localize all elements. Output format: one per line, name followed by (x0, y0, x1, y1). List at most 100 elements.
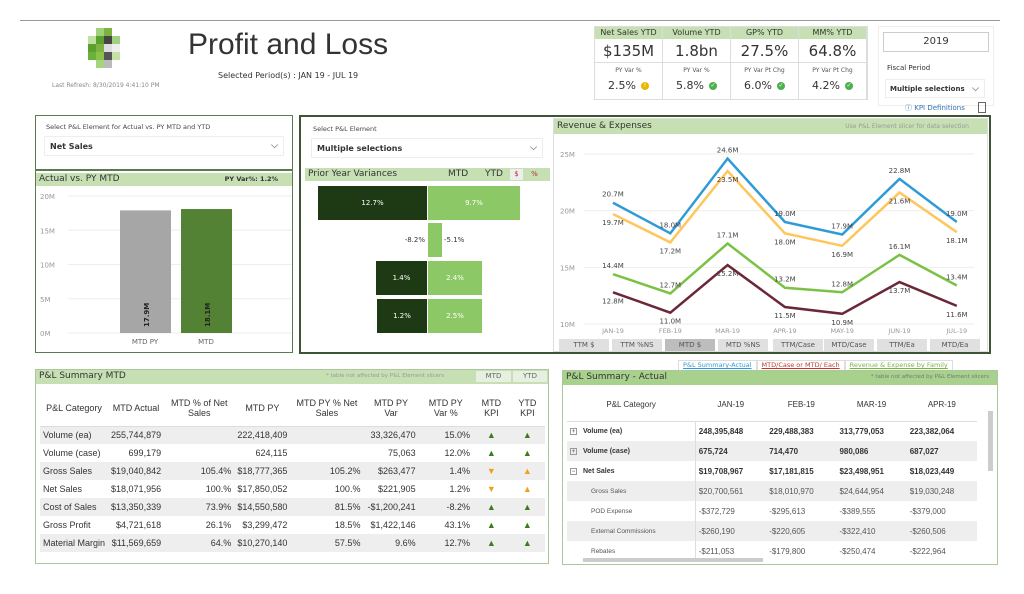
column-header[interactable]: MTD KPI (473, 390, 510, 427)
column-header[interactable]: YTD KPI (509, 390, 545, 427)
y-tick-label: 20M (560, 208, 575, 216)
table-cell: $18,023,449 (909, 466, 955, 476)
y-tick-label: 15M (40, 227, 55, 235)
fiscal-period-dropdown[interactable]: Multiple selections ⌵ (885, 79, 985, 98)
table-row: Gross Profit $4,721,618 26.1% $3,299,472 18.… (40, 516, 545, 534)
table-cell: 624,115 (255, 448, 288, 458)
vertical-scrollbar[interactable] (988, 411, 993, 471)
table-row: Volume (ea) 255,744,879 222,418,409 33,326,… (40, 426, 545, 444)
data-label: 21.6M (889, 198, 911, 206)
kpi-definitions-link[interactable]: ⓘ KPI Definitions (905, 103, 965, 113)
mtd-variance-bar: 12.7% (318, 186, 427, 220)
column-header[interactable]: MTD PY % Net Sales (290, 390, 364, 427)
column-header[interactable]: MTD PY Var % (418, 390, 473, 427)
fiscal-period-label: Fiscal Period (887, 64, 931, 72)
x-tick-label: FEB-19 (659, 327, 682, 335)
triangle-up-icon: ▲ (522, 520, 532, 530)
py-var-label: PY Var%: 1.2% (224, 175, 278, 183)
table-cell: $19,708,967 (698, 466, 744, 476)
measure-button[interactable]: MTD $ (665, 339, 715, 351)
expand-icon[interactable]: + (570, 427, 577, 435)
category-cell: − Net Sales (567, 461, 696, 481)
table-cell: 64.% (164, 534, 235, 552)
table-cell: $10,270,140 (234, 534, 291, 552)
column-header[interactable]: MTD % of Net Sales (164, 390, 235, 427)
measure-button[interactable]: MTD %NS (718, 339, 768, 351)
column-header[interactable]: P&L Category (567, 389, 696, 422)
y-tick-label: 10M (40, 262, 55, 270)
data-label: 18.0M (774, 238, 796, 246)
pl-summary-actual: P&L Summary - Actual * table not affecte… (562, 370, 998, 565)
pl-element-dropdown[interactable]: Net Sales ⌵ (44, 136, 284, 156)
table-cell: 73.9% (164, 498, 235, 516)
category-cell: Gross Sales (567, 481, 696, 501)
chevron-down-icon: ⌵ (972, 84, 979, 94)
table-cell: $11,569,659 (108, 534, 165, 552)
measure-button[interactable]: MTD/Ea (930, 339, 980, 351)
data-label: 12.7M (659, 281, 681, 289)
kpi-value: 1.8bn (663, 39, 730, 63)
logo-pixel (112, 36, 120, 44)
table-cell: 980,086 (836, 441, 907, 461)
dollar-toggle[interactable]: $ (510, 169, 523, 180)
measure-button[interactable]: TTM $ (559, 339, 609, 351)
column-header[interactable]: MTD Actual (108, 390, 165, 427)
table-cell: Cost of Sales (40, 498, 109, 516)
column-header[interactable]: JAN-19 (695, 389, 767, 422)
info-icon: ⓘ (905, 104, 915, 112)
tab-ytd[interactable]: YTD (513, 371, 547, 382)
data-label: 22.8M (889, 167, 911, 175)
table-cell: $17,850,052 (237, 484, 288, 494)
collapse-icon[interactable]: − (570, 467, 577, 475)
kpi-sub-label: PY Var Pt Chg (812, 67, 853, 74)
table-header-row: P&L Category MTD Actual MTD % of Net Sales… (40, 390, 545, 427)
logo-pixel (96, 60, 104, 68)
measure-button[interactable]: TTM %NS (612, 339, 662, 351)
measure-button[interactable]: TTM/Ea (877, 339, 927, 351)
triangle-up-icon: ▲ (522, 484, 532, 494)
tab-mtd[interactable]: MTD (476, 371, 511, 382)
measure-button[interactable]: TTM/Case (773, 339, 823, 351)
horizontal-scrollbar[interactable] (583, 558, 763, 562)
dropdown-value: Multiple selections (317, 144, 403, 153)
table-cell: -$389,555 (839, 506, 876, 516)
column-header[interactable]: MAR-19 (836, 389, 907, 422)
kpi-card: Net Sales YTD $135M PY Var % 2.5%! (595, 27, 663, 99)
mtd-table-header: P&L Summary MTD * table not affected by … (36, 370, 548, 384)
table-cell: 223,382,064 (909, 426, 955, 436)
column-header[interactable]: MTD PY (234, 390, 291, 427)
table-cell: $18,777,365 (234, 462, 291, 480)
table-cell: -$250,474 (839, 546, 876, 556)
logo-pixel (104, 60, 112, 68)
bar-chart: 0M 5M 10M 15M 20M 17.9M MTD PY 18.1M MTD (40, 193, 292, 346)
chevron-down-icon: ⌵ (530, 143, 537, 153)
table-cell: $19,030,248 (906, 481, 977, 501)
y-tick-label: 0M (40, 330, 51, 338)
table-cell: -$1,200,241 (363, 498, 419, 516)
triangle-up-icon: ▲ (509, 498, 545, 516)
bar (120, 210, 171, 333)
bookmark-icon[interactable] (978, 102, 986, 113)
kpi-value: 64.8% (799, 39, 866, 63)
table-cell: Material Margin (40, 534, 109, 552)
pl-element-multi-dropdown[interactable]: Multiple selections ⌵ (311, 138, 543, 158)
data-label: 17.1M (717, 232, 739, 240)
measure-button[interactable]: MTD/Case (824, 339, 874, 351)
percent-toggle[interactable]: % (531, 170, 538, 178)
expand-icon[interactable]: + (570, 447, 577, 455)
table-cell: Gross Profit (43, 520, 91, 530)
column-header[interactable]: APR-19 (906, 389, 977, 422)
table-cell (290, 444, 363, 462)
year-slicer[interactable]: 2019 (883, 32, 989, 52)
column-header[interactable]: MTD PY Var (363, 390, 419, 427)
column-header[interactable]: FEB-19 (766, 389, 837, 422)
column-header[interactable]: P&L Category (40, 390, 109, 427)
chevron-down-icon: ⌵ (271, 141, 278, 151)
mtd-variance-bar: -8.2% (404, 236, 425, 244)
y-tick-label: 10M (560, 321, 575, 329)
data-label: 18.1M (946, 237, 968, 245)
logo-pixel (88, 28, 96, 36)
kpi-change: 2.5%! (595, 79, 662, 92)
table-row: Net Sales $18,071,956 100.% $17,850,052 100.… (40, 480, 545, 498)
kpi-label: GP% YTD (731, 27, 798, 39)
